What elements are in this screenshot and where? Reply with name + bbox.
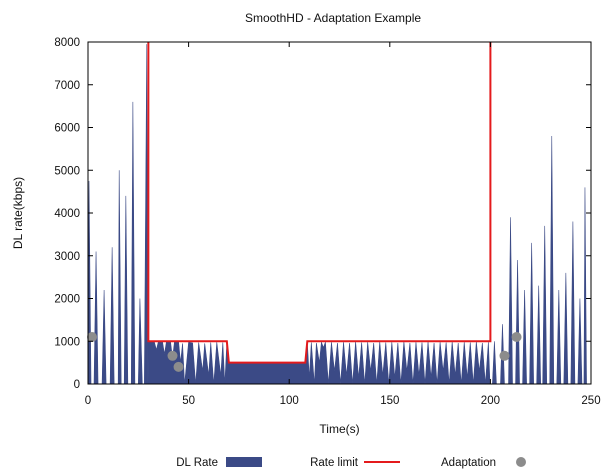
x-tick-label: 0 xyxy=(85,395,91,407)
y-tick-label: 6000 xyxy=(54,123,80,135)
rate-limit-line xyxy=(147,42,492,364)
legend: DL Rate Rate limit Adaptation xyxy=(176,457,526,469)
x-tick-label: 200 xyxy=(481,395,500,407)
y-tick-label: 2000 xyxy=(54,294,80,306)
legend-label-dl-rate: DL Rate xyxy=(176,457,218,469)
y-tick-label: 5000 xyxy=(54,165,80,177)
x-axis-label: Time(s) xyxy=(319,422,359,436)
legend-label-adaptation: Adaptation xyxy=(441,457,496,469)
legend-swatch-dl-rate xyxy=(226,457,262,467)
adaptation-point xyxy=(167,350,178,361)
x-tick-label: 150 xyxy=(380,395,399,407)
x-tick-label: 250 xyxy=(581,395,600,407)
adaptation-point xyxy=(511,331,522,342)
y-axis: 0 1000 2000 3000 4000 5000 6000 7000 8000 xyxy=(54,37,591,391)
adaptation-point xyxy=(499,350,510,361)
legend-label-rate-limit: Rate limit xyxy=(310,457,359,469)
y-axis-label: DL rate(kbps) xyxy=(11,177,25,249)
y-tick-label: 8000 xyxy=(54,37,80,49)
y-tick-label: 0 xyxy=(74,379,80,391)
adaptation-point xyxy=(173,361,184,372)
y-tick-label: 7000 xyxy=(54,80,80,92)
y-tick-label: 1000 xyxy=(54,336,80,348)
x-tick-label: 50 xyxy=(182,395,195,407)
chart-title: SmoothHD - Adaptation Example xyxy=(245,11,421,25)
dl-rate-area xyxy=(87,44,587,385)
x-axis: 0 50 100 150 200 250 xyxy=(85,42,601,407)
x-tick-label: 100 xyxy=(280,395,299,407)
legend-swatch-adaptation xyxy=(516,457,526,467)
y-tick-label: 4000 xyxy=(54,208,80,220)
plot-area xyxy=(87,42,587,385)
y-tick-label: 3000 xyxy=(54,251,80,263)
adaptation-point xyxy=(87,331,98,342)
